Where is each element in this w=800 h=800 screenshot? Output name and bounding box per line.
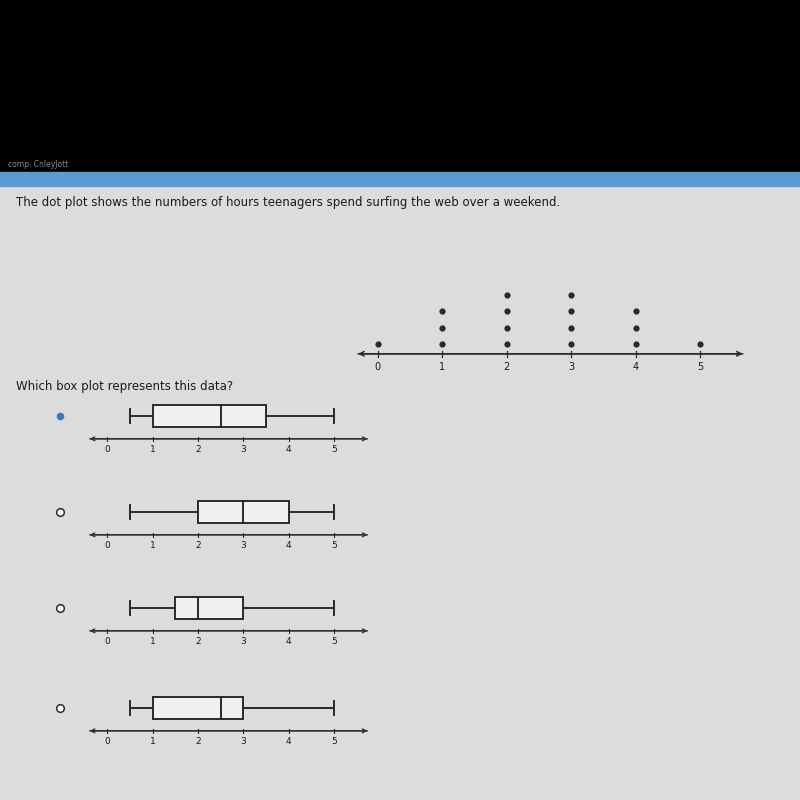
Text: 2: 2 xyxy=(195,737,201,746)
Text: 5: 5 xyxy=(331,445,337,454)
Text: comp. CnleyJott: comp. CnleyJott xyxy=(8,160,68,169)
Text: 0: 0 xyxy=(104,541,110,550)
Text: 2: 2 xyxy=(195,445,201,454)
Text: 0: 0 xyxy=(104,445,110,454)
Text: 2: 2 xyxy=(195,541,201,550)
Text: 3: 3 xyxy=(568,362,574,373)
Text: 5: 5 xyxy=(331,737,337,746)
Bar xyxy=(175,597,243,618)
Text: 5: 5 xyxy=(698,362,703,373)
Text: The dot plot shows the numbers of hours teenagers spend surfing the web over a w: The dot plot shows the numbers of hours … xyxy=(16,196,560,209)
Bar xyxy=(198,501,289,522)
Text: 3: 3 xyxy=(241,445,246,454)
Text: 1: 1 xyxy=(439,362,446,373)
Text: 3: 3 xyxy=(241,541,246,550)
Text: Which box plot represents this data?: Which box plot represents this data? xyxy=(16,380,233,393)
Text: 4: 4 xyxy=(286,541,291,550)
Text: 1: 1 xyxy=(150,541,155,550)
Text: 2: 2 xyxy=(504,362,510,373)
Text: 3: 3 xyxy=(241,637,246,646)
Text: 4: 4 xyxy=(633,362,639,373)
Bar xyxy=(153,697,243,718)
Text: 1: 1 xyxy=(150,445,155,454)
Text: 4: 4 xyxy=(286,445,291,454)
Bar xyxy=(0,172,800,186)
Text: 1: 1 xyxy=(150,637,155,646)
Text: 5: 5 xyxy=(331,637,337,646)
Bar xyxy=(0,0,800,172)
Text: 1: 1 xyxy=(150,737,155,746)
Text: 0: 0 xyxy=(104,737,110,746)
Text: 2: 2 xyxy=(195,637,201,646)
Text: 0: 0 xyxy=(374,362,381,373)
Text: 4: 4 xyxy=(286,737,291,746)
Text: 5: 5 xyxy=(331,541,337,550)
Text: 0: 0 xyxy=(104,637,110,646)
Text: 3: 3 xyxy=(241,737,246,746)
Bar xyxy=(153,405,266,426)
Text: 4: 4 xyxy=(286,637,291,646)
